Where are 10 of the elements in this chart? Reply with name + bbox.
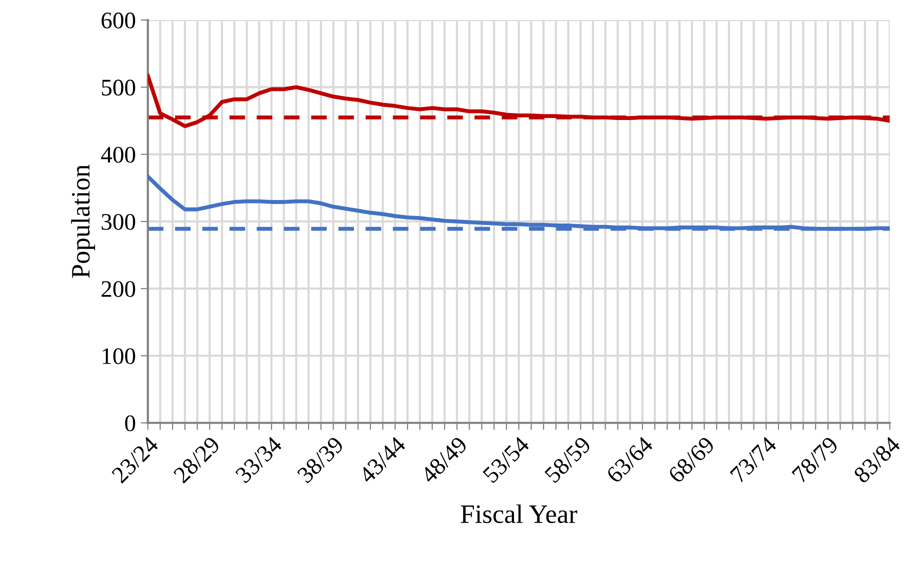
line-series — [148, 74, 890, 128]
y-tick-label: 200 — [102, 281, 136, 298]
y-tick-label: 400 — [101, 146, 136, 163]
x-axis-title: Fiscal Year — [460, 504, 578, 524]
y-tick-label: 300 — [102, 214, 136, 230]
y-tick-label: 0 — [125, 415, 136, 432]
y-tick-label: 500 — [102, 80, 136, 96]
y-axis-title: Population — [71, 164, 96, 278]
y-tick-label: 100 — [102, 348, 136, 364]
y-tick-label: 600 — [102, 12, 136, 28]
